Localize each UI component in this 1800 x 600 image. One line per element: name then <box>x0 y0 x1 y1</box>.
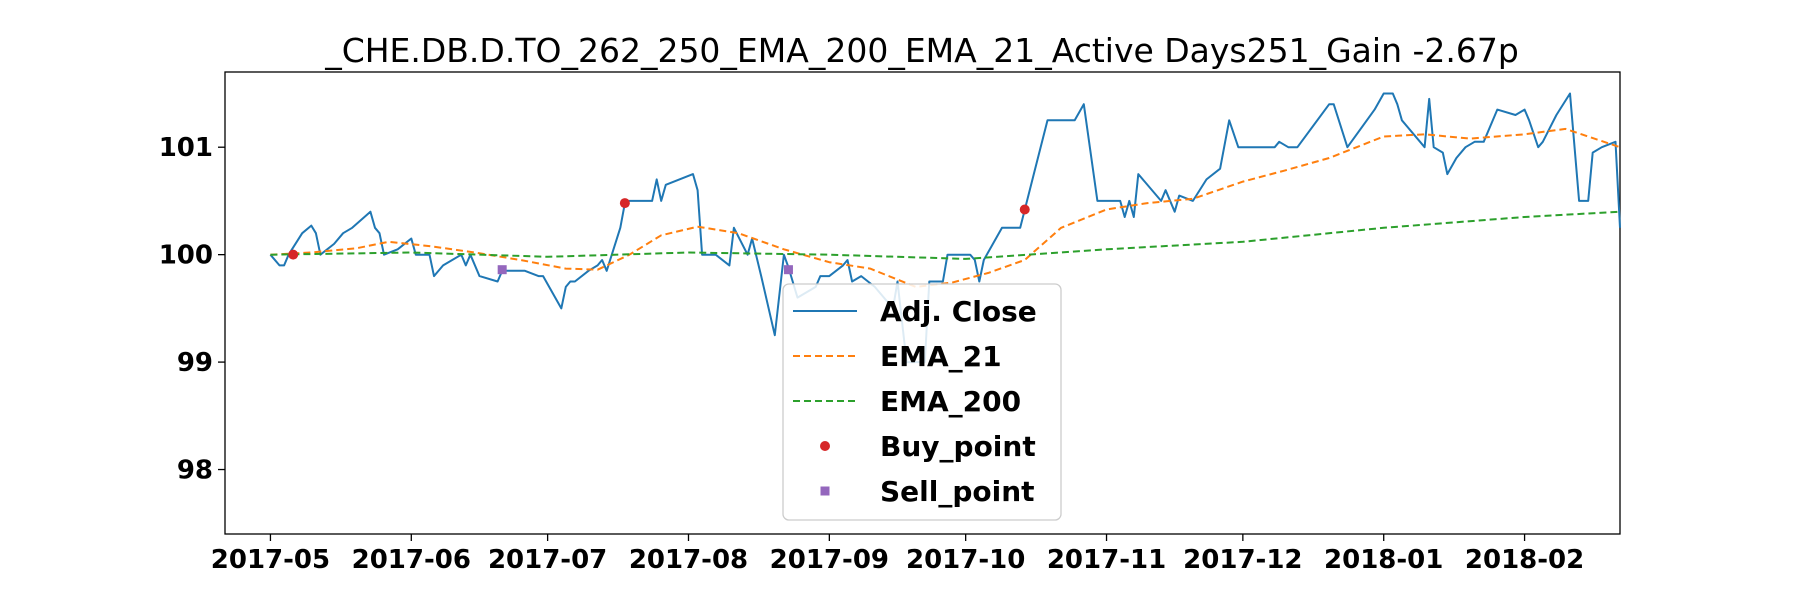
legend-box <box>782 283 1062 521</box>
legend-label-sell-point: Sell_point <box>880 475 1035 508</box>
legend-label-ema-21: EMA_21 <box>880 340 1002 373</box>
x-tick-label: 2017-08 <box>629 545 748 575</box>
y-tick-label: 99 <box>177 348 213 378</box>
point-sell-point-1 <box>783 265 793 275</box>
legend-swatch-sell-point <box>820 486 830 496</box>
tick-layer: 2017-05 2017-06 2017-07 2017-08 2017-09 2017-… <box>159 133 1585 575</box>
point-buy-point-0 <box>288 249 299 260</box>
x-tick-label: 2017-07 <box>488 545 607 575</box>
y-tick-label: 98 <box>177 456 213 486</box>
chart-title: _CHE.DB.D.TO_262_250_EMA_200_EMA_21_Acti… <box>324 31 1519 70</box>
x-tick-label: 2017-09 <box>770 545 889 575</box>
x-tick-label: 2017-05 <box>211 545 330 575</box>
legend-label-adj-close: Adj. Close <box>880 295 1037 328</box>
legend-label-buy-point: Buy_point <box>880 430 1036 463</box>
legend: Adj. Close EMA_21 EMA_200 Buy_point Sell_poi… <box>782 283 1062 521</box>
legend-swatch-buy-point <box>820 441 830 451</box>
x-tick-label: 2017-06 <box>352 545 471 575</box>
point-buy-point-1 <box>619 198 630 209</box>
x-tick-label: 2017-12 <box>1183 545 1302 575</box>
point-buy-point-2 <box>1019 204 1030 215</box>
x-tick-label: 2018-01 <box>1324 545 1443 575</box>
y-tick-label: 101 <box>159 133 213 163</box>
x-tick-label: 2017-11 <box>1047 545 1166 575</box>
y-tick-label: 100 <box>159 241 213 271</box>
point-sell-point-0 <box>497 265 507 275</box>
series-line-ema-21 <box>270 127 1621 288</box>
x-tick-label: 2017-10 <box>906 545 1025 575</box>
x-tick-label: 2018-02 <box>1465 545 1584 575</box>
plot-frame <box>224 71 1621 535</box>
legend-label-ema-200: EMA_200 <box>880 385 1021 418</box>
series-line-ema-200 <box>270 210 1621 260</box>
